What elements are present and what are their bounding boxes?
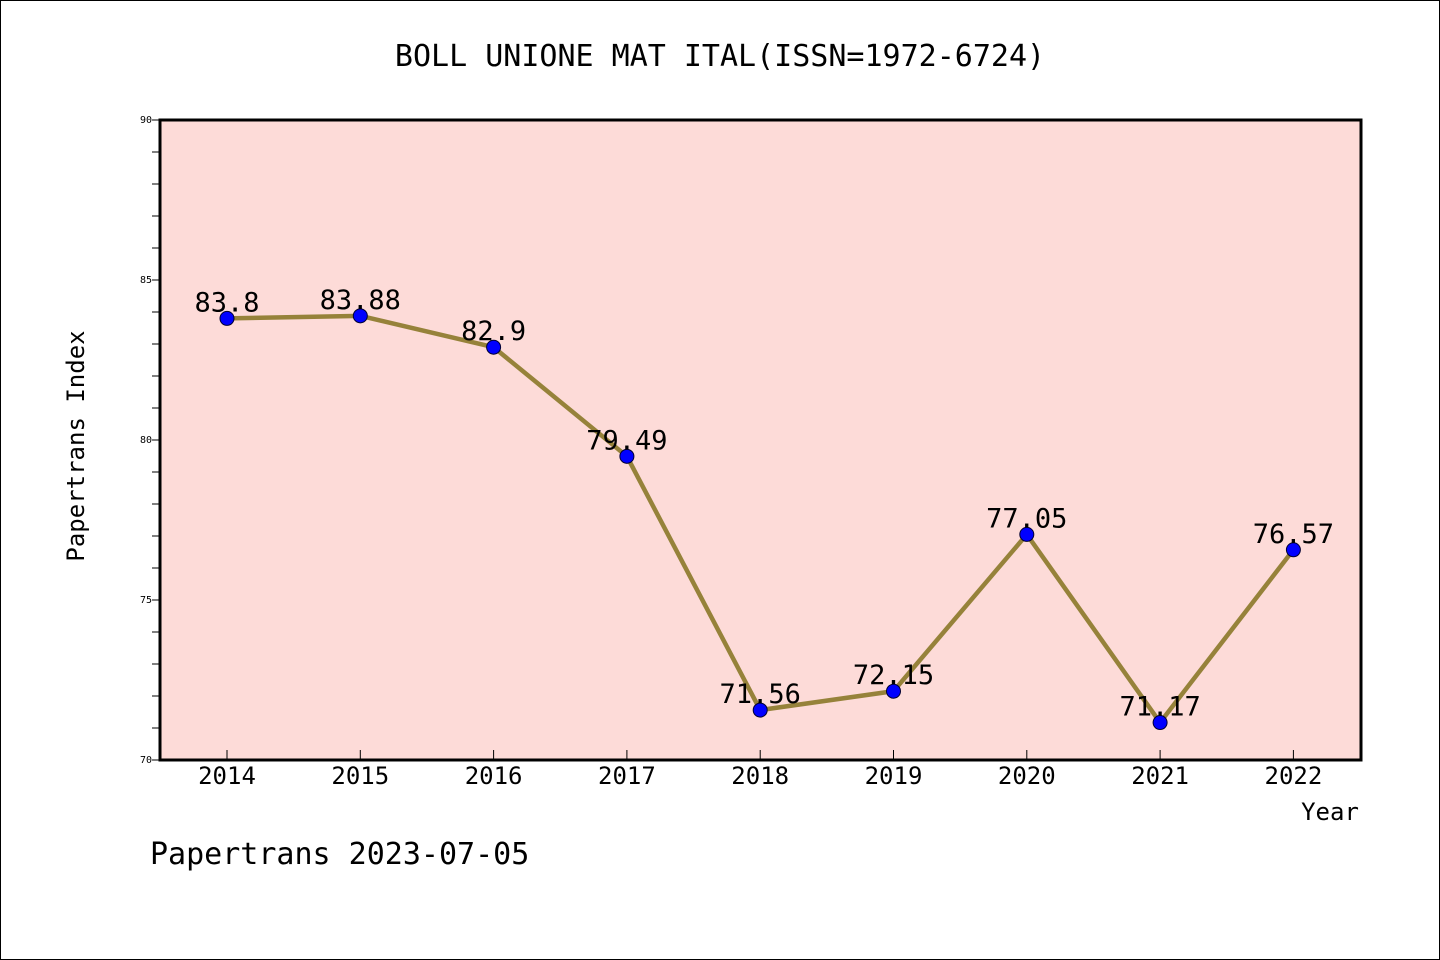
data-labels: 83.8 83.88 82.9 79.49 71.56 72.15 77.05 71.17 76… xyxy=(194,285,1334,723)
data-point xyxy=(219,310,235,326)
data-point xyxy=(486,339,502,355)
x-axis-title: Year xyxy=(1301,798,1359,826)
data-label: 76.57 xyxy=(1253,519,1334,550)
data-point xyxy=(752,702,768,718)
data-label: 83.8 xyxy=(194,287,259,318)
data-label: 71.17 xyxy=(1119,692,1200,723)
x-tick-label: 2022 xyxy=(1265,762,1323,790)
data-label: 79.49 xyxy=(586,425,667,456)
x-tick-label: 2019 xyxy=(865,762,923,790)
data-label: 83.88 xyxy=(320,285,401,316)
x-axis: 2014 2015 2016 2017 2018 2019 2020 2021 2022 xyxy=(198,750,1322,790)
y-axis: 70 75 80 85 90 xyxy=(140,115,160,766)
data-markers xyxy=(219,308,1301,731)
x-tick-label: 2018 xyxy=(731,762,789,790)
data-label: 82.9 xyxy=(461,316,526,347)
y-axis-title: Papertrans Index xyxy=(62,330,90,561)
data-point xyxy=(1285,542,1301,558)
y-tick-label: 90 xyxy=(140,115,152,126)
data-label: 77.05 xyxy=(986,503,1067,534)
data-label: 71.56 xyxy=(720,679,801,710)
data-point xyxy=(352,308,368,324)
data-point xyxy=(1152,715,1168,731)
x-tick-label: 2016 xyxy=(465,762,523,790)
data-point xyxy=(886,683,901,699)
x-tick-label: 2021 xyxy=(1131,762,1189,790)
y-tick-label: 75 xyxy=(140,595,152,606)
y-tick-label: 85 xyxy=(140,275,152,286)
y-tick-label: 70 xyxy=(140,755,152,766)
x-tick-label: 2015 xyxy=(331,762,389,790)
data-point xyxy=(1019,526,1035,542)
chart-title: BOLL UNIONE MAT ITAL(ISSN=1972-6724) xyxy=(395,39,1045,74)
x-tick-label: 2014 xyxy=(198,762,256,790)
footer-text: Papertrans 2023-07-05 xyxy=(150,837,529,872)
x-tick-label: 2020 xyxy=(998,762,1056,790)
y-tick-label: 80 xyxy=(140,435,152,446)
data-label: 72.15 xyxy=(853,660,934,691)
data-point xyxy=(619,448,635,464)
x-tick-label: 2017 xyxy=(598,762,656,790)
plot-area xyxy=(158,118,1363,762)
